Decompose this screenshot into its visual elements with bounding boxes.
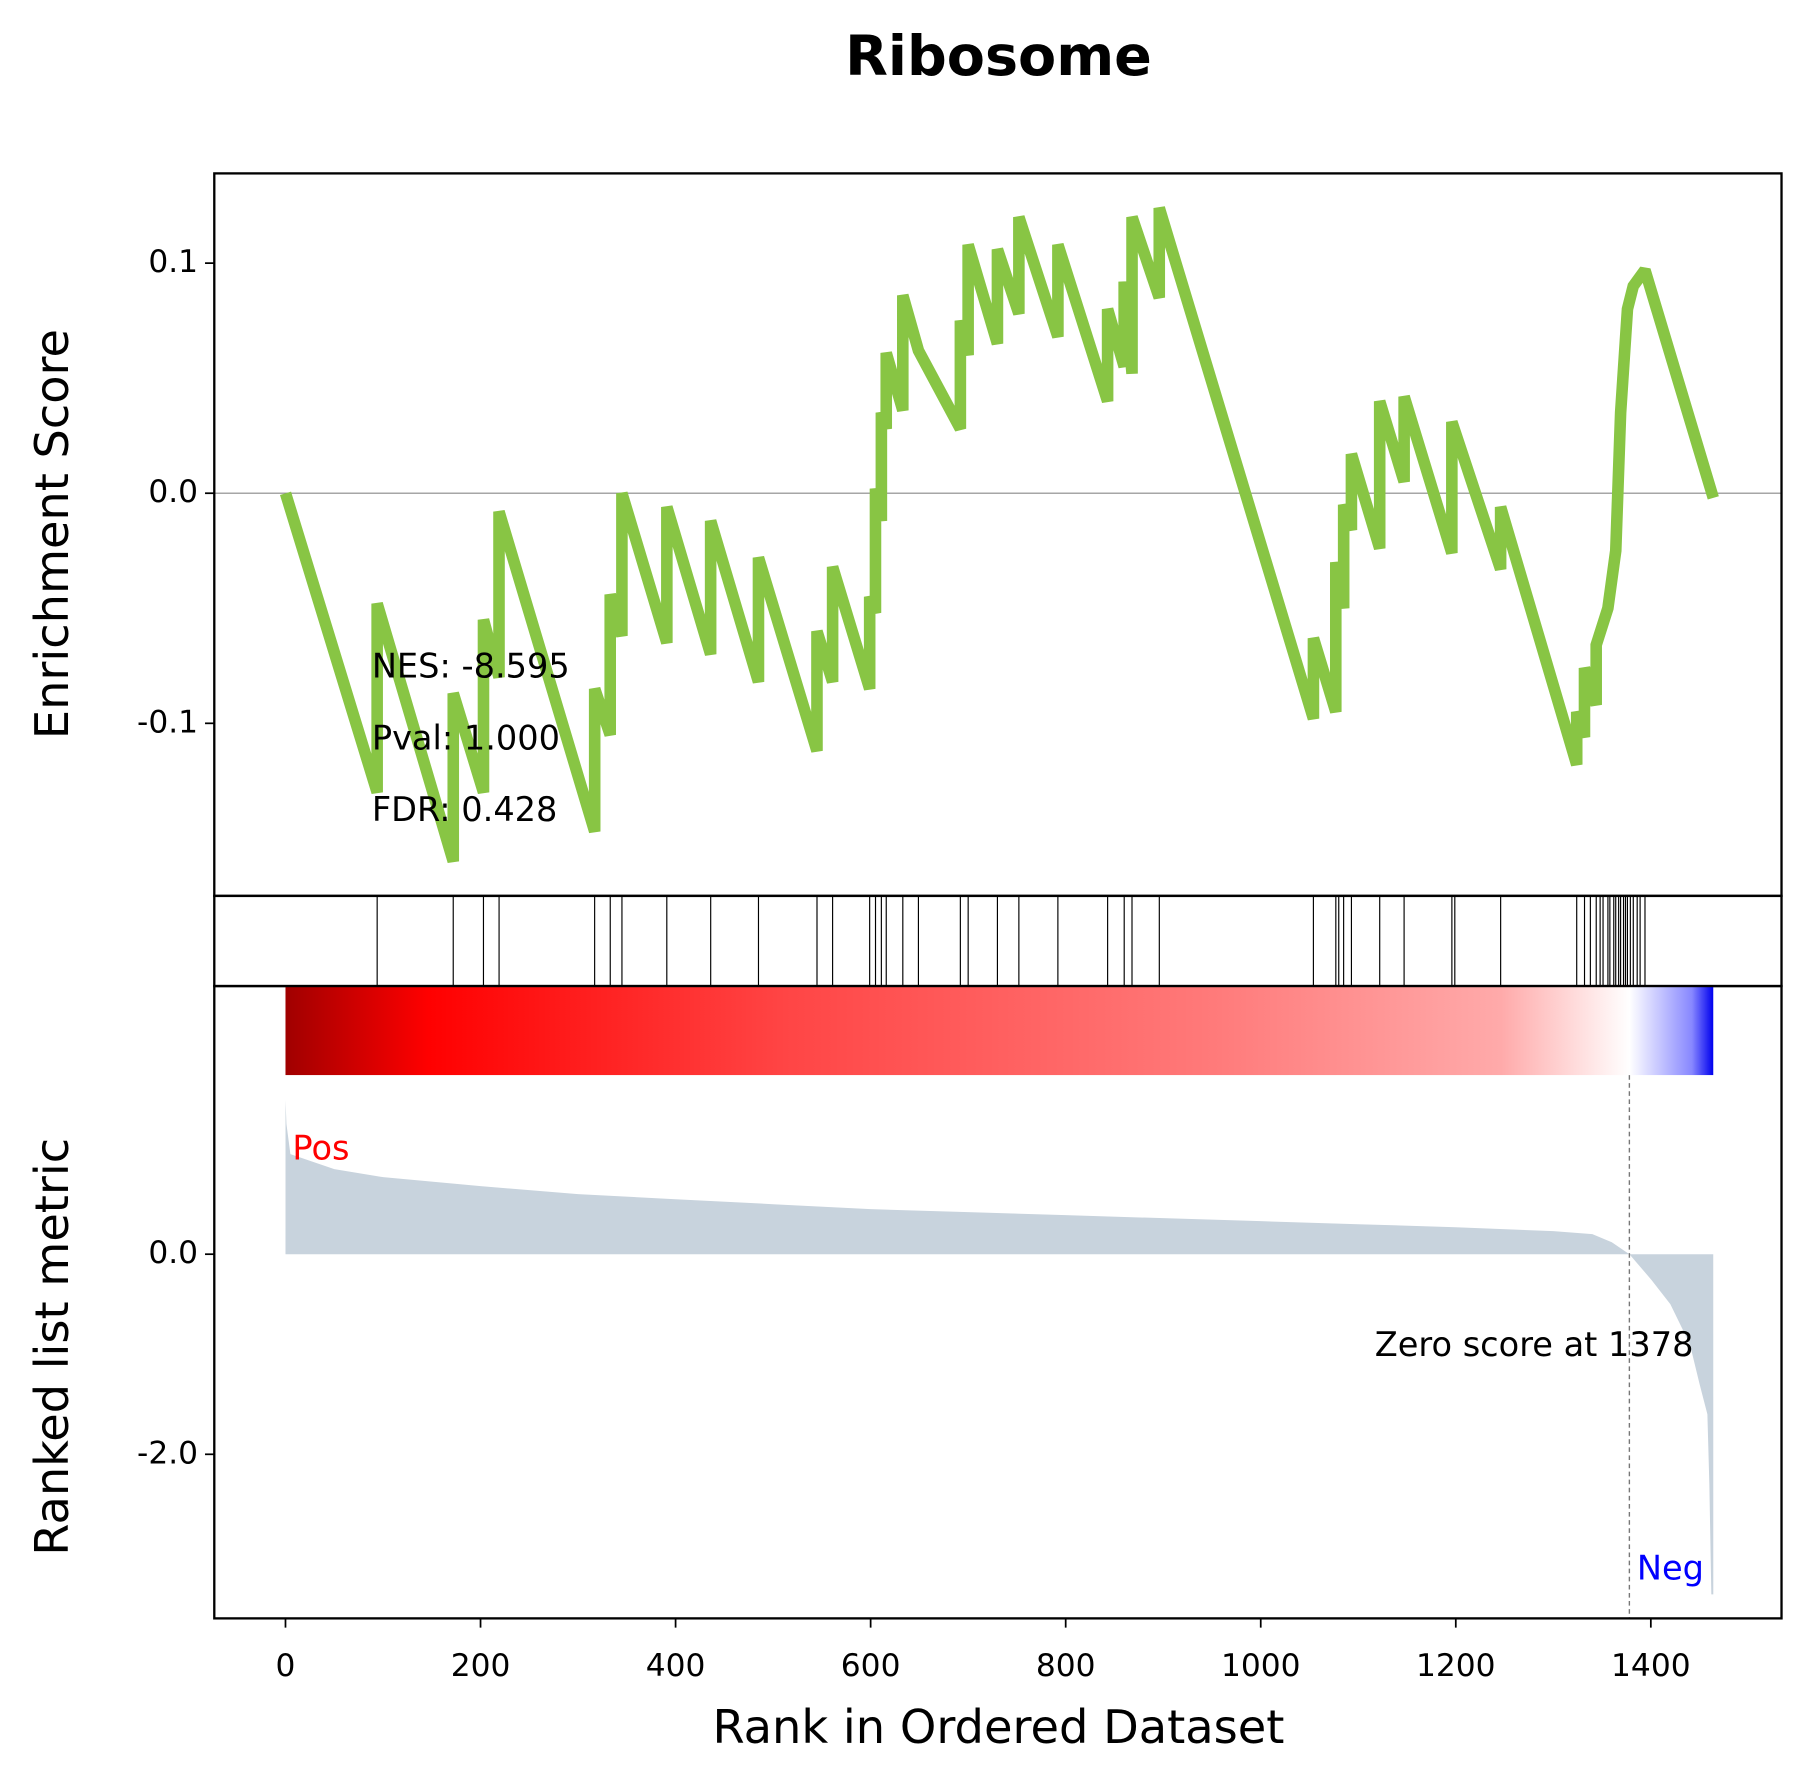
stat-annotation: Pval: 1.000 [372,718,560,757]
y-tick-label: -0.1 [137,704,198,740]
x-tick-label: 1200 [1416,1648,1496,1684]
panel-frame [213,984,1783,1620]
y-axis-label: Enrichment Score [25,329,79,739]
x-tick-label: 1000 [1221,1648,1301,1684]
chart-title: Ribosome [845,24,1152,89]
x-axis-label: Rank in Ordered Dataset [713,1700,1285,1754]
es-line [279,206,1719,863]
y-tick-label: 0.0 [148,1235,198,1271]
x-tick-label: 600 [841,1648,901,1684]
x-tick-label: 200 [451,1648,511,1684]
rank-colorbar [285,986,1714,1076]
stat-annotation: FDR: 0.428 [372,790,558,829]
x-tick-label: 800 [1036,1648,1096,1684]
x-tick-label: 1400 [1611,1648,1691,1684]
stat-annotation: NES: -8.595 [372,647,570,686]
x-tick-label: 0 [276,1648,296,1684]
zero-score-label: Zero score at 1378 [1375,1325,1694,1364]
y-tick-label: -2.0 [137,1435,198,1471]
metric-area [285,1100,1714,1595]
pos-label: Pos [292,1129,349,1168]
y-tick-label: 0.0 [148,474,198,510]
y-tick-label: 0.1 [148,244,198,280]
y-axis-label: Ranked list metric [25,1138,79,1556]
neg-label: Neg [1637,1548,1704,1587]
x-tick-label: 400 [646,1648,706,1684]
